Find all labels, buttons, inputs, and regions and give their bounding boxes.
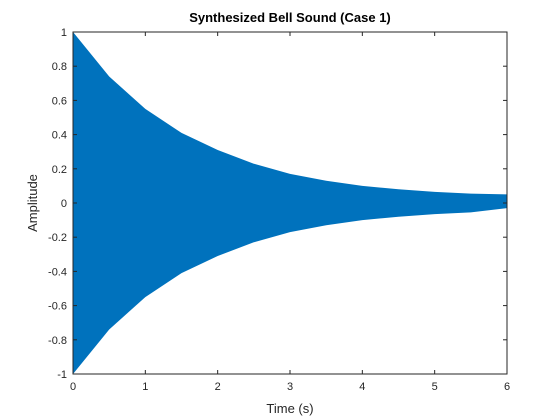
x-tick-label: 1	[142, 381, 148, 393]
x-tick-label: 6	[504, 381, 510, 393]
y-tick-label: -0.6	[48, 301, 67, 313]
y-tick-label: 0.4	[52, 130, 67, 142]
y-tick-label: 0.6	[52, 95, 67, 107]
x-tick-label: 0	[70, 381, 76, 393]
y-tick-label: -0.4	[48, 266, 67, 278]
x-tick-label: 3	[287, 381, 293, 393]
y-tick-label: 0	[61, 198, 67, 210]
y-axis-label: Amplitude	[25, 174, 40, 232]
y-tick-label: 1	[61, 27, 67, 39]
y-tick-label: -1	[57, 369, 67, 381]
x-tick-label: 2	[215, 381, 221, 393]
y-tick-label: 0.8	[52, 61, 67, 73]
x-axis-label: Time (s)	[266, 401, 313, 416]
x-tick-label: 5	[432, 381, 438, 393]
chart-title: Synthesized Bell Sound (Case 1)	[189, 10, 391, 25]
x-tick-label: 4	[359, 381, 365, 393]
y-tick-label: 0.2	[52, 164, 67, 176]
y-tick-label: -0.2	[48, 232, 67, 244]
y-tick-label: -0.8	[48, 335, 67, 347]
